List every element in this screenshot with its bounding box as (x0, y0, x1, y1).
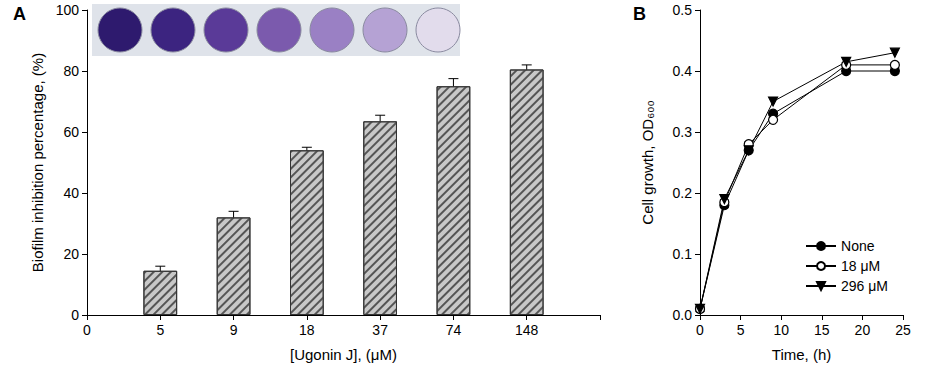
svg-text:18: 18 (299, 322, 315, 338)
svg-text:100: 100 (56, 2, 80, 18)
svg-text:B: B (633, 4, 646, 24)
svg-text:Time, (h): Time, (h) (772, 346, 831, 363)
svg-text:A: A (13, 4, 26, 24)
svg-text:0: 0 (83, 322, 91, 338)
svg-text:60: 60 (63, 124, 79, 140)
svg-text:25: 25 (895, 322, 911, 338)
svg-text:[Ugonin J], (μM): [Ugonin J], (μM) (290, 346, 397, 363)
svg-text:0.0: 0.0 (673, 307, 693, 323)
svg-text:20: 20 (855, 322, 871, 338)
svg-text:0: 0 (71, 307, 79, 323)
svg-text:40: 40 (63, 185, 79, 201)
svg-text:20: 20 (63, 246, 79, 262)
svg-text:15: 15 (814, 322, 830, 338)
svg-text:0.1: 0.1 (673, 246, 693, 262)
svg-text:80: 80 (63, 63, 79, 79)
svg-text:5: 5 (737, 322, 745, 338)
svg-text:18 μM: 18 μM (841, 258, 880, 274)
svg-text:0.3: 0.3 (673, 124, 693, 140)
svg-text:9: 9 (230, 322, 238, 338)
svg-text:0: 0 (696, 322, 704, 338)
svg-text:74: 74 (446, 322, 462, 338)
svg-text:Biofilm inhibition percentage,: Biofilm inhibition percentage, (%) (29, 53, 46, 272)
svg-text:0.2: 0.2 (673, 185, 693, 201)
svg-text:37: 37 (372, 322, 388, 338)
svg-text:10: 10 (773, 322, 789, 338)
svg-text:148: 148 (515, 322, 539, 338)
svg-text:None: None (841, 238, 875, 254)
svg-text:0.5: 0.5 (673, 2, 693, 18)
svg-text:296 μM: 296 μM (841, 278, 888, 294)
svg-text:5: 5 (156, 322, 164, 338)
svg-text:Cell growth, OD₆₀₀: Cell growth, OD₆₀₀ (639, 100, 656, 224)
svg-text:0.4: 0.4 (673, 63, 693, 79)
